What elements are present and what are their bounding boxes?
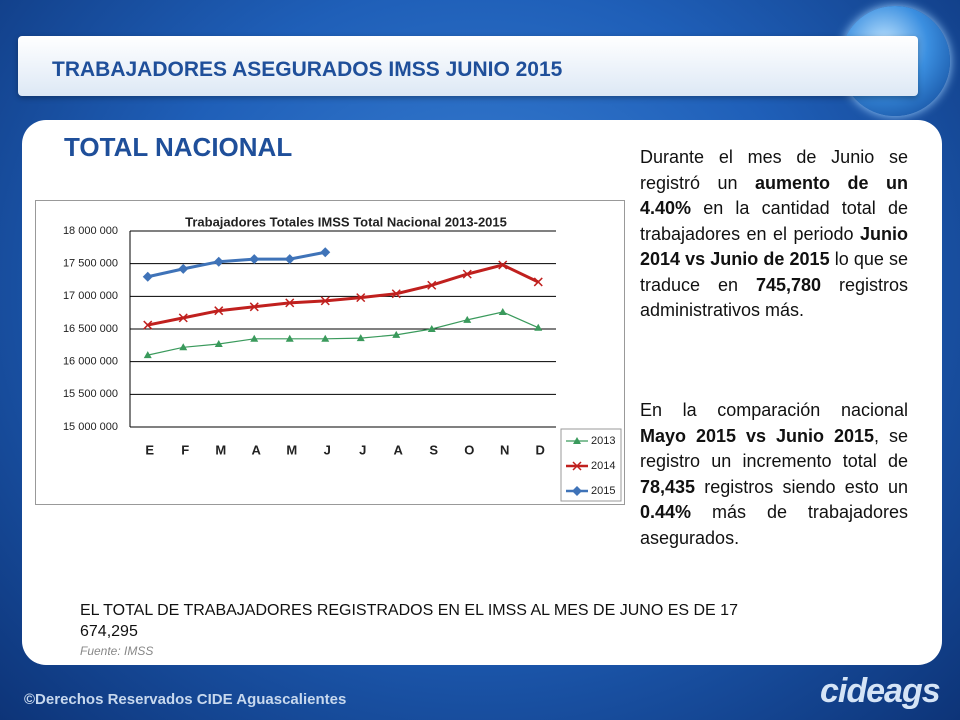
point xyxy=(284,254,295,265)
x-tick-label: F xyxy=(181,442,189,457)
point xyxy=(533,277,543,287)
x-tick-label: A xyxy=(252,442,262,457)
point xyxy=(498,260,508,270)
point xyxy=(250,334,259,342)
series-line xyxy=(147,311,539,356)
paragraph: En la comparación nacional Mayo 2015 vs … xyxy=(640,398,908,551)
y-tick-label: 15 000 000 xyxy=(63,421,118,433)
x-tick-label: O xyxy=(464,442,474,457)
legend-label: 2014 xyxy=(591,460,615,472)
point xyxy=(214,340,223,348)
text-run: en la cantidad total de trabajadores en … xyxy=(640,198,908,244)
point xyxy=(178,313,188,323)
point xyxy=(214,306,224,316)
y-tick-label: 17 000 000 xyxy=(63,290,118,302)
point xyxy=(427,280,437,290)
source: Fuente: IMSS xyxy=(80,644,154,658)
text-run: lo que se traduce en xyxy=(640,249,908,295)
point xyxy=(285,298,295,308)
point xyxy=(142,271,153,282)
x-tick-label: D xyxy=(536,442,545,457)
text-run: Mayo 2015 vs Junio 2015 xyxy=(640,425,875,446)
text-run: 745,780 xyxy=(755,274,822,295)
point xyxy=(356,334,365,342)
point xyxy=(320,296,330,306)
point xyxy=(534,323,543,331)
y-tick-label: 16 000 000 xyxy=(63,356,118,368)
point xyxy=(356,293,366,303)
x-tick-label: A xyxy=(394,442,404,457)
x-tick-label: M xyxy=(286,442,297,457)
chart: Trabajadores Totales IMSS Total Nacional… xyxy=(35,200,625,505)
chart-title: Trabajadores Totales IMSS Total Nacional… xyxy=(185,214,507,229)
text-run: registros siendo esto un xyxy=(695,476,908,497)
point xyxy=(392,330,401,338)
text-run: aumento de un 4.40% xyxy=(640,172,908,219)
point xyxy=(463,315,472,323)
copyright: ©Derechos Reservados CIDE Aguascalientes xyxy=(24,691,347,708)
text-run: 78,435 xyxy=(640,476,696,497)
text-run: Durante el mes de Junio se registró un xyxy=(640,147,908,193)
point xyxy=(391,289,401,299)
point xyxy=(573,437,581,444)
slide-title: TRABAJADORES ASEGURADOS IMSS JUNIO 2015 xyxy=(52,58,563,81)
point xyxy=(462,269,472,279)
x-tick-label: J xyxy=(359,442,366,457)
point xyxy=(427,325,436,332)
x-tick-label: N xyxy=(500,442,509,457)
point xyxy=(249,254,260,265)
y-tick-label: 15 500 000 xyxy=(63,388,118,400)
point xyxy=(321,334,330,342)
header-bar xyxy=(18,36,918,96)
point xyxy=(572,461,582,471)
legend-label: 2015 xyxy=(591,485,615,497)
y-tick-label: 17 500 000 xyxy=(63,258,118,270)
text-run: En la comparación nacional xyxy=(640,400,908,420)
text-run: registros administrativos más. xyxy=(640,274,908,321)
text-run: , se registro un incremento total de xyxy=(640,425,909,472)
total-note: EL TOTAL DE TRABAJADORES REGISTRADOS EN … xyxy=(80,602,738,640)
paragraph: Durante el mes de Junio se registró un a… xyxy=(640,145,908,324)
point xyxy=(285,334,294,342)
point xyxy=(213,256,224,267)
point xyxy=(178,263,189,274)
text-run: 0.44% xyxy=(640,502,692,522)
point xyxy=(249,302,259,312)
subtitle: TOTAL NACIONAL xyxy=(64,132,293,162)
y-tick-label: 16 500 000 xyxy=(63,323,118,335)
x-tick-label: S xyxy=(429,442,438,457)
series-line xyxy=(147,250,326,279)
x-tick-label: E xyxy=(145,442,154,457)
logo: cideags xyxy=(820,672,941,710)
x-tick-label: M xyxy=(215,442,226,457)
legend-label: 2013 xyxy=(591,435,615,447)
point xyxy=(498,308,507,316)
point xyxy=(320,247,331,258)
point xyxy=(143,351,152,359)
text-run: Junio 2014 vs Junio de 2015 xyxy=(640,223,908,270)
point xyxy=(179,343,188,351)
point xyxy=(143,320,153,330)
x-tick-label: J xyxy=(324,442,331,457)
series-line xyxy=(147,263,539,327)
y-tick-label: 18 000 000 xyxy=(63,225,118,237)
text-run: más de trabajadores asegurados. xyxy=(640,502,908,548)
point xyxy=(572,486,582,496)
